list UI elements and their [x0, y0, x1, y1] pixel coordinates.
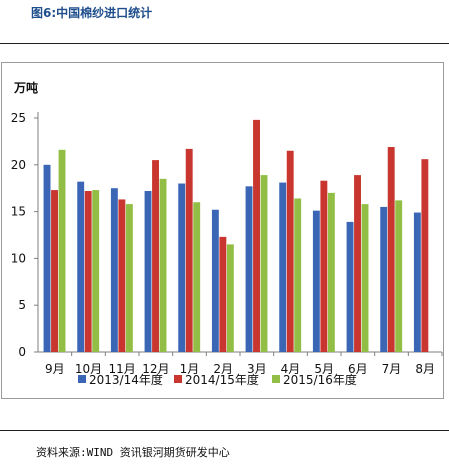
bar-3 [226, 244, 234, 352]
x-tick-label: 3月 [247, 362, 267, 376]
x-tick-label: 7月 [382, 362, 402, 376]
bar-2 [354, 175, 361, 352]
legend: 2013/14年度 2014/15年度 2015/16年度 [78, 372, 357, 387]
bar-1 [346, 221, 354, 352]
y-tick-label: 10 [11, 251, 26, 265]
chart-frame [1, 62, 444, 399]
bar-3 [294, 198, 302, 352]
bar-3 [193, 202, 201, 352]
x-tick-label: 12月 [142, 362, 169, 376]
bar-1 [312, 210, 320, 352]
bar-1 [43, 164, 51, 352]
bar-2 [219, 236, 227, 352]
x-tick-label: 6月 [348, 362, 368, 376]
bar-2 [253, 119, 260, 352]
legend-swatch [78, 375, 86, 383]
x-tick-label: 4月 [281, 362, 301, 376]
bar-1 [279, 182, 287, 352]
bar-3 [92, 190, 100, 352]
y-tick-label: 20 [11, 158, 26, 172]
bar-3 [58, 149, 66, 352]
bar-2 [421, 159, 429, 352]
bar-1 [77, 181, 85, 352]
bar-3 [260, 175, 268, 352]
y-tick-label: 5 [18, 298, 26, 312]
bar-3 [125, 204, 133, 352]
bar-2 [51, 190, 58, 352]
legend-label: 2013/14年度 [89, 372, 163, 387]
bar-2 [152, 160, 159, 352]
bar-2 [118, 199, 126, 352]
bottom-divider [0, 430, 449, 431]
bar-2 [286, 150, 294, 352]
bar-1 [413, 212, 421, 352]
bar-3 [159, 178, 167, 352]
bar-1 [211, 209, 219, 352]
bar-2 [320, 180, 328, 352]
y-tick-label: 15 [11, 205, 26, 219]
bar-1 [178, 183, 186, 352]
figure-title: 图6:中国棉纱进口统计 [31, 6, 153, 20]
bar-3 [361, 204, 369, 352]
x-tick-label: 11月 [109, 362, 136, 376]
bar-1 [110, 188, 118, 352]
legend-swatch [272, 375, 280, 383]
x-tick-label: 2月 [213, 362, 233, 376]
top-divider [0, 43, 449, 44]
legend-swatch [174, 375, 182, 383]
bar-2 [185, 148, 193, 352]
y-tick-label: 0 [18, 345, 26, 359]
x-tick-label: 10月 [75, 362, 102, 376]
y-tick-label: 25 [11, 111, 26, 125]
bar-2 [387, 147, 395, 352]
bar-3 [395, 200, 403, 352]
bar-3 [327, 192, 335, 352]
x-tick-label: 5月 [314, 362, 334, 376]
y-unit-label: 万吨 [13, 80, 38, 95]
bar-2 [84, 191, 92, 352]
bar-1 [245, 186, 253, 352]
legend-label: 2015/16年度 [283, 372, 357, 387]
legend-label: 2014/15年度 [185, 372, 259, 387]
source-note: 资料来源:WIND 资讯银河期货研发中心 [36, 446, 230, 459]
plot-area: 0 5 10 15 20 25 9月 10月 11月 12月 1月 2月 3月 4月 5月 6月 7月 8月 [11, 111, 443, 376]
bar-1 [380, 206, 388, 352]
x-tick-label: 8月 [415, 362, 435, 376]
x-tick-label: 1月 [180, 362, 200, 376]
bar-1 [144, 191, 152, 352]
x-tick-label: 9月 [45, 362, 65, 376]
